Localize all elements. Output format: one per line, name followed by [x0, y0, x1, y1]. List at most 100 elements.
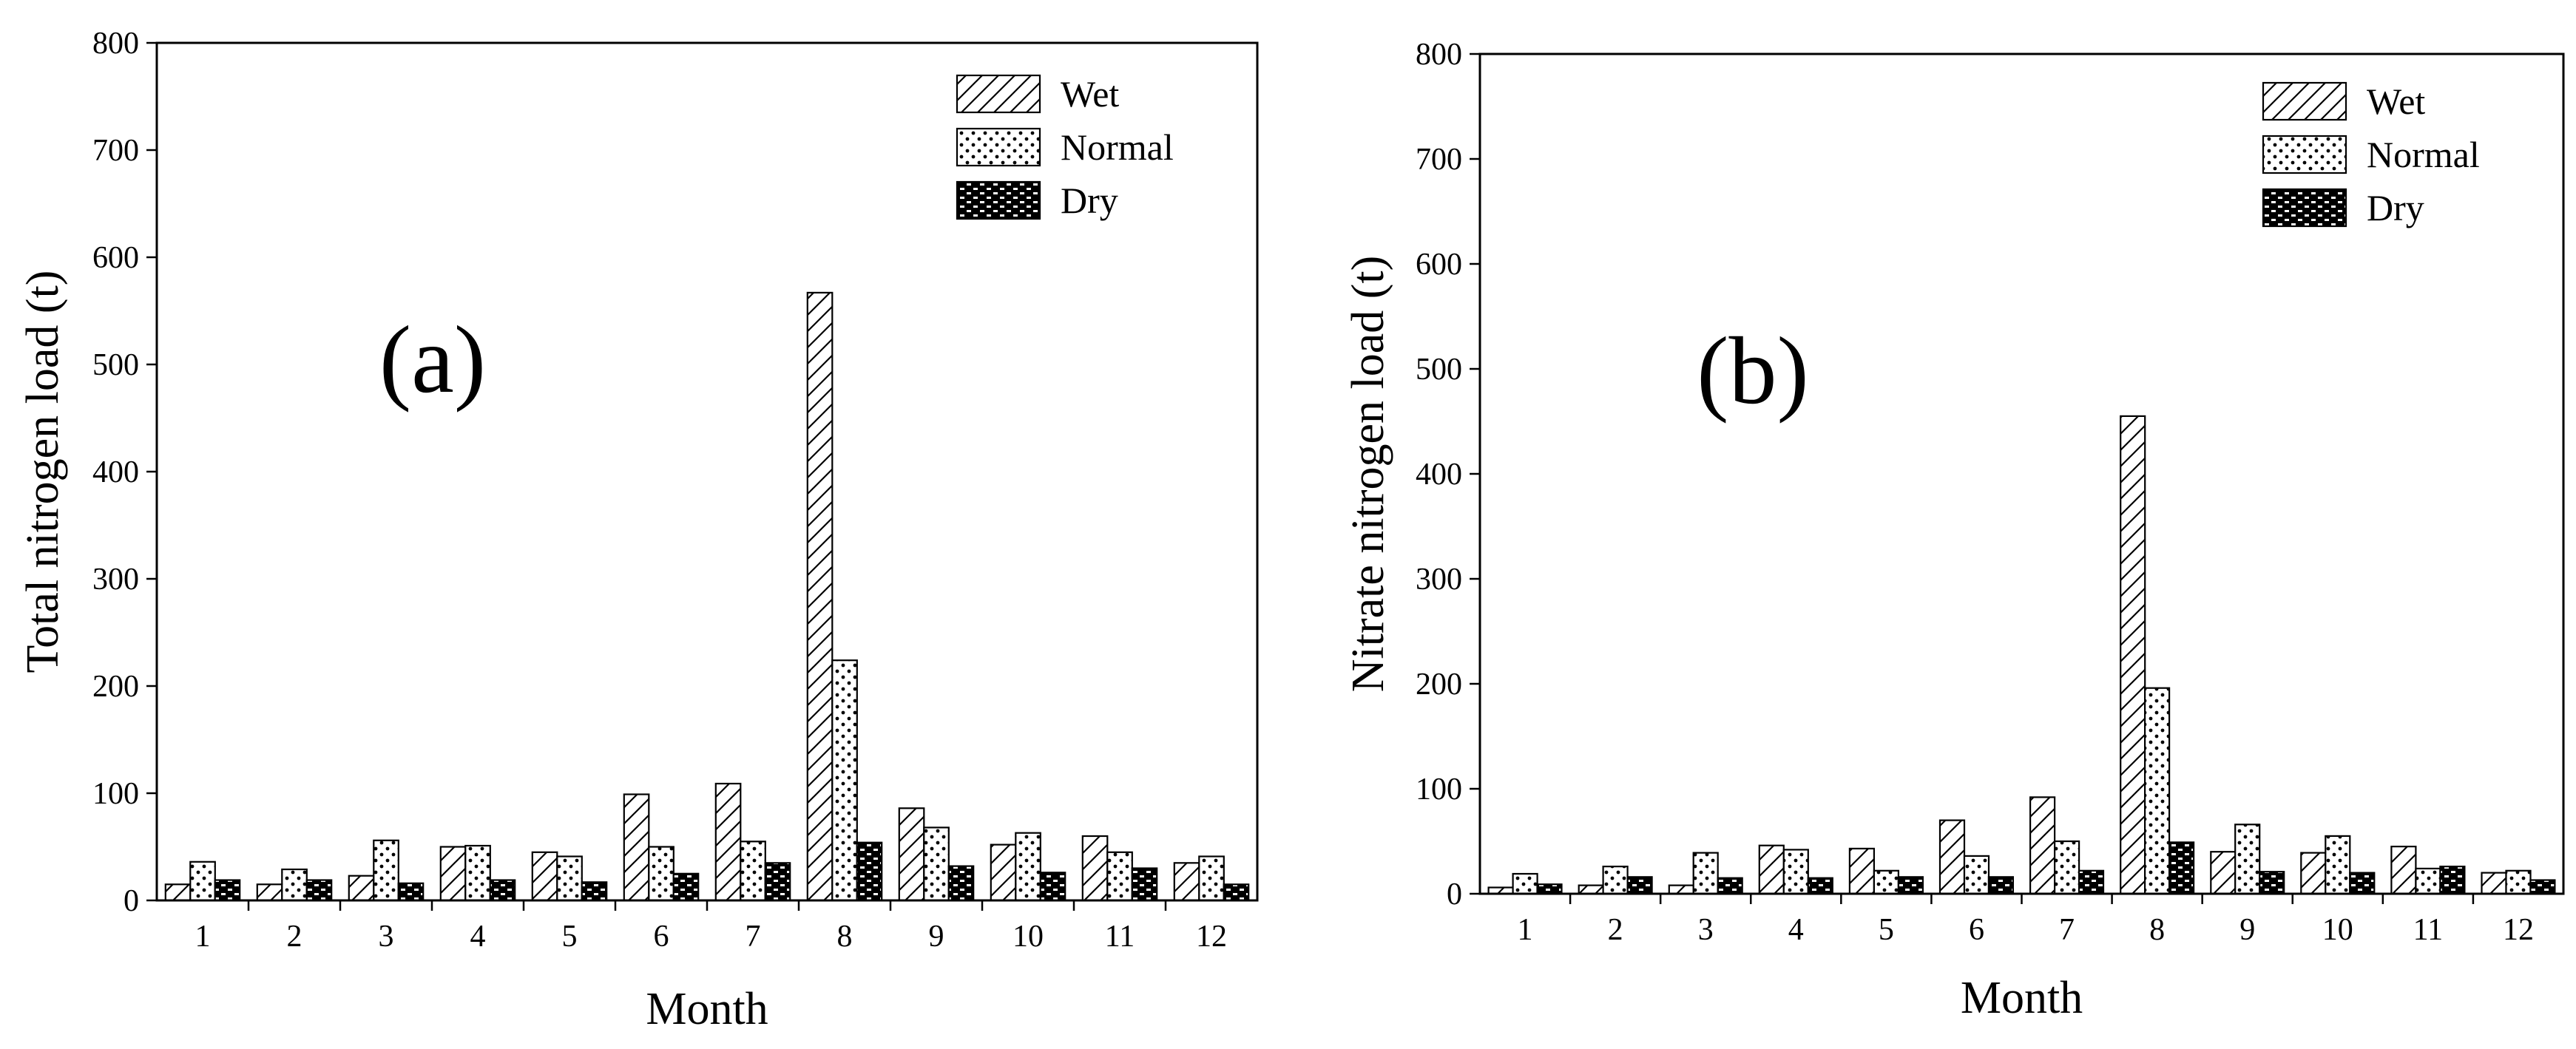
x-tick-label: 2: [287, 920, 302, 954]
legend-label-dry: Dry: [1061, 180, 1118, 221]
legend-swatch-dry: [2262, 188, 2347, 228]
bar-wet-month-6: [623, 793, 650, 902]
y-tick-label: 100: [92, 777, 139, 811]
bar-wet-month-5: [531, 851, 558, 902]
bar-normal-month-3: [373, 839, 399, 902]
bar-dry-month-3: [397, 882, 425, 902]
x-tick-label: 12: [2503, 913, 2534, 947]
bar-normal-month-3: [1692, 852, 1719, 895]
x-tick-label: 12: [1196, 920, 1227, 954]
y-tick-label: 400: [1416, 458, 1462, 492]
bar-normal-month-6: [1963, 855, 1990, 895]
bar-wet-month-7: [2029, 796, 2056, 895]
bar-wet-month-4: [1758, 844, 1785, 895]
bar-wet-month-9: [898, 807, 925, 902]
bar-wet-month-2: [1578, 884, 1604, 895]
x-tick-label: 11: [1105, 920, 1135, 954]
x-tick-label: 5: [562, 920, 578, 954]
y-tick-label: 700: [1416, 143, 1462, 177]
bar-dry-month-1: [214, 879, 241, 902]
y-tick-label: 700: [92, 134, 139, 168]
bar-dry-month-6: [1987, 876, 2014, 895]
y-tick-label: 600: [92, 241, 139, 275]
bar-dry-month-6: [672, 872, 700, 902]
bar-dry-month-2: [305, 879, 333, 902]
x-tick-label: 9: [2239, 913, 2255, 947]
bar-wet-month-2: [256, 883, 283, 902]
bar-normal-month-8: [831, 659, 858, 902]
bar-normal-month-4: [1782, 849, 1809, 895]
bar-dry-month-8: [2168, 841, 2195, 895]
bar-wet-month-7: [714, 782, 742, 902]
y-tick-label: 300: [92, 563, 139, 597]
bar-dry-month-5: [1897, 876, 1924, 895]
x-tick-label: 4: [1788, 913, 1804, 947]
bar-normal-month-10: [1015, 832, 1041, 902]
bar-normal-month-9: [923, 826, 950, 902]
x-tick-label: 4: [470, 920, 486, 954]
y-tick-label: 200: [1416, 668, 1462, 702]
bar-wet-month-11: [1081, 835, 1109, 902]
y-tick-label: 0: [1447, 877, 1462, 911]
bar-normal-month-8: [2144, 687, 2171, 895]
bar-wet-month-10: [990, 843, 1017, 902]
bar-normal-month-5: [1873, 869, 1899, 895]
x-tick-label: 7: [746, 920, 761, 954]
x-tick-label: 8: [2149, 913, 2165, 947]
bar-normal-month-4: [464, 844, 491, 902]
x-tick-label: 6: [654, 920, 669, 954]
bar-wet-month-12: [2481, 872, 2507, 895]
plot-frame: [155, 41, 1259, 902]
y-tick-label: 800: [1416, 38, 1462, 72]
x-tick-label: 5: [1879, 913, 1894, 947]
panel-label: (b): [1697, 318, 1809, 424]
bar-normal-month-10: [2325, 835, 2351, 895]
bar-dry-month-11: [2439, 865, 2466, 895]
bar-normal-month-11: [2415, 867, 2441, 895]
bar-dry-month-7: [2078, 869, 2105, 895]
bar-wet-month-8: [2120, 415, 2146, 895]
legend-swatch-normal: [956, 127, 1041, 167]
x-tick-label: 1: [1518, 913, 1533, 947]
y-axis-title: Nitrate nitrogen load (t): [1343, 256, 1393, 693]
x-tick-label: 10: [2322, 913, 2353, 947]
x-tick-label: 3: [1698, 913, 1714, 947]
bar-normal-month-7: [740, 841, 766, 902]
bar-dry-month-12: [1223, 883, 1250, 902]
bar-normal-month-9: [2234, 824, 2261, 895]
legend-label-normal: Normal: [1061, 126, 1174, 168]
x-tick-label: 9: [929, 920, 944, 954]
x-axis-title: Month: [1961, 973, 2083, 1023]
bar-normal-month-2: [1602, 865, 1629, 895]
x-tick-label: 8: [837, 920, 853, 954]
bar-dry-month-10: [1039, 872, 1066, 902]
legend-label-wet: Wet: [2367, 81, 2425, 122]
x-tick-label: 3: [379, 920, 394, 954]
legend-label-dry: Dry: [2367, 187, 2424, 228]
plot-frame: [1478, 52, 2565, 895]
bar-dry-month-3: [1717, 877, 1743, 895]
bar-wet-month-5: [1848, 847, 1875, 895]
bar-wet-month-4: [439, 846, 467, 902]
legend-label-wet: Wet: [1061, 73, 1119, 115]
bar-dry-month-2: [1626, 876, 1653, 895]
y-tick-label: 600: [1416, 248, 1462, 282]
bar-wet-month-6: [1938, 819, 1966, 895]
bar-dry-month-4: [489, 879, 516, 902]
bar-dry-month-7: [764, 862, 791, 902]
bar-wet-month-8: [806, 291, 834, 902]
legend-label-normal: Normal: [2367, 134, 2480, 175]
y-tick-label: 500: [92, 348, 139, 382]
bar-normal-month-7: [2054, 840, 2080, 895]
y-tick-label: 300: [1416, 563, 1462, 597]
bar-wet-month-3: [1668, 884, 1694, 895]
bar-dry-month-12: [2529, 879, 2556, 895]
bar-wet-month-9: [2210, 851, 2237, 895]
bar-wet-month-10: [2300, 852, 2327, 895]
bar-normal-month-1: [1512, 872, 1538, 895]
x-axis-title: Month: [646, 984, 768, 1034]
panel-label: (a): [379, 307, 486, 413]
bar-wet-month-3: [348, 875, 375, 902]
y-tick-label: 800: [92, 27, 139, 61]
